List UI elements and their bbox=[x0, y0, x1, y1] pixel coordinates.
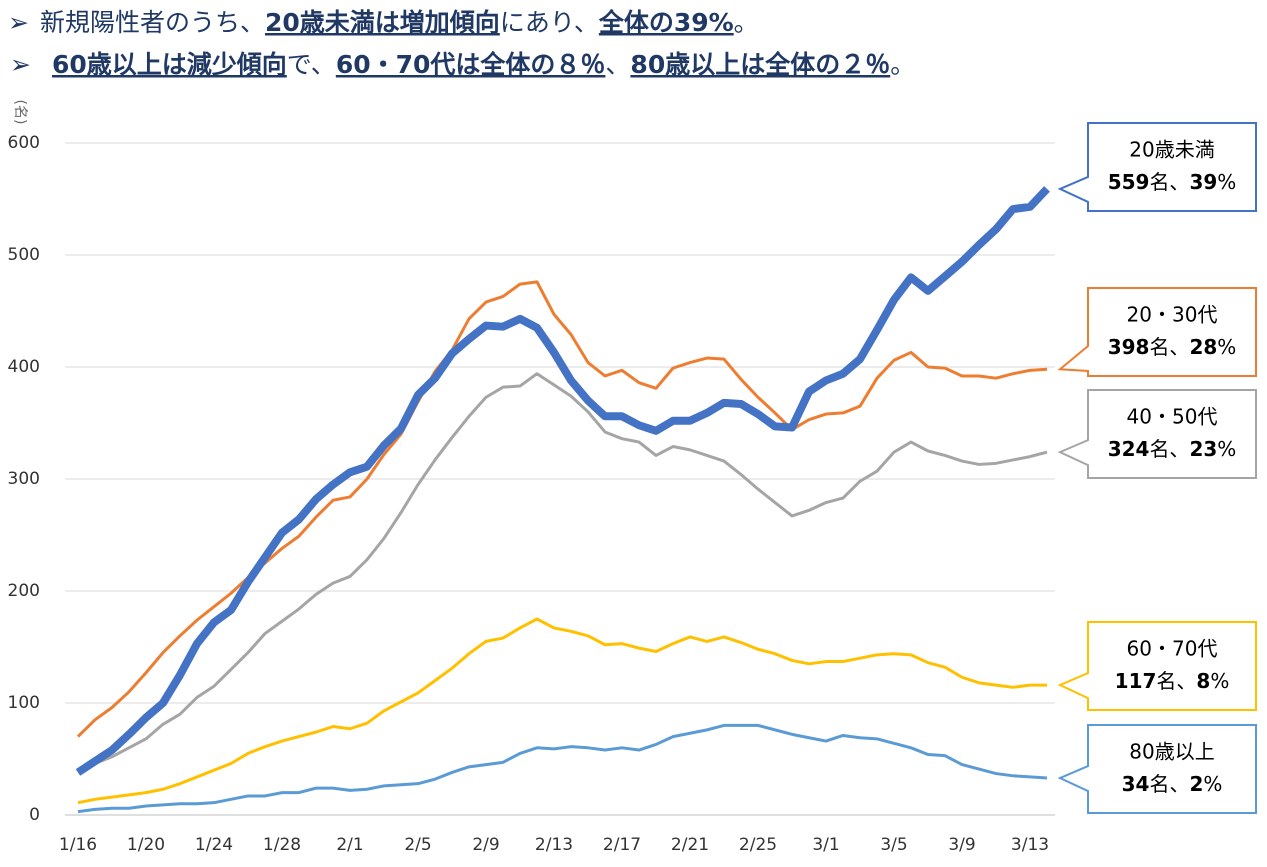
x-tick-label: 2/17 bbox=[603, 835, 641, 855]
callout-box bbox=[1057, 389, 1257, 479]
callout-value: 117名、8% bbox=[1115, 669, 1230, 693]
count: 34 bbox=[1122, 772, 1150, 796]
series-line bbox=[76, 280, 1048, 738]
x-tick-label: 3/13 bbox=[1011, 835, 1049, 855]
share: 39 bbox=[1189, 170, 1217, 194]
headline-segment: 。 bbox=[890, 50, 915, 79]
count-unit: 名、 bbox=[1149, 170, 1189, 194]
headline-segment: 、 bbox=[605, 50, 630, 79]
count: 559 bbox=[1108, 170, 1150, 194]
share: 23 bbox=[1189, 437, 1217, 461]
series-line bbox=[77, 723, 1048, 814]
bullet: ➢ bbox=[10, 50, 31, 79]
y-axis-label: (名) bbox=[12, 100, 28, 125]
count: 324 bbox=[1108, 437, 1150, 461]
legend-label: 20・30代 bbox=[1127, 303, 1218, 327]
x-tick-label: 2/5 bbox=[404, 835, 431, 855]
count: 117 bbox=[1115, 669, 1157, 693]
callout-value: 398名、28% bbox=[1108, 335, 1237, 359]
headline-segment: 20歳未満は増加傾向 bbox=[265, 8, 500, 37]
headline: 60歳以上は減少傾向で、60・70代は全体の８％、80歳以上は全体の２％。 bbox=[52, 50, 915, 79]
legend-label: 80歳以上 bbox=[1129, 740, 1214, 764]
x-tick-label: 2/9 bbox=[472, 835, 499, 855]
share-unit: % bbox=[1210, 669, 1229, 693]
callout-value: 34名、2% bbox=[1122, 772, 1223, 796]
legend-label: 60・70代 bbox=[1127, 637, 1218, 661]
headline: 新規陽性者のうち、20歳未満は増加傾向にあり、全体の39%。 bbox=[40, 8, 759, 37]
count-unit: 名、 bbox=[1149, 335, 1189, 359]
bullet: ➢ bbox=[8, 8, 29, 37]
x-tick-label: 3/1 bbox=[812, 835, 839, 855]
headline-segment: 新規陽性者のうち、 bbox=[40, 8, 265, 37]
callout-box bbox=[1057, 621, 1257, 711]
headline-segment: で、 bbox=[287, 50, 336, 79]
count-unit: 名、 bbox=[1156, 669, 1196, 693]
x-tick-label: 1/28 bbox=[263, 835, 301, 855]
share: 28 bbox=[1189, 335, 1217, 359]
x-tick-label: 1/16 bbox=[59, 835, 97, 855]
callout-box bbox=[1057, 287, 1257, 377]
x-tick-label: 3/5 bbox=[880, 835, 907, 855]
legend-label: 40・50代 bbox=[1127, 405, 1218, 429]
series-line bbox=[77, 617, 1047, 805]
y-tick-label: 200 bbox=[8, 581, 40, 601]
x-tick-label: 2/25 bbox=[739, 835, 777, 855]
headline-segment: にあり、 bbox=[500, 8, 599, 37]
count-unit: 名、 bbox=[1149, 437, 1189, 461]
series-line bbox=[77, 372, 1048, 774]
y-tick-label: 500 bbox=[8, 245, 40, 265]
x-tick-label: 1/20 bbox=[127, 835, 165, 855]
callout-box bbox=[1057, 122, 1257, 212]
headline-segment: 80歳以上は全体の２％ bbox=[630, 50, 890, 79]
y-tick-label: 400 bbox=[8, 357, 40, 377]
x-tick-label: 2/1 bbox=[336, 835, 363, 855]
y-tick-label: 600 bbox=[8, 133, 40, 153]
share: 8 bbox=[1196, 669, 1210, 693]
headline-segment: 60・70代は全体の８％ bbox=[336, 50, 606, 79]
share-unit: % bbox=[1217, 437, 1236, 461]
legend-label: 20歳未満 bbox=[1129, 138, 1214, 162]
headline-segment: 60歳以上は減少傾向 bbox=[52, 50, 287, 79]
count: 398 bbox=[1108, 335, 1150, 359]
callout-value: 559名、39% bbox=[1108, 170, 1237, 194]
headline-segment: 。 bbox=[734, 8, 759, 37]
x-tick-label: 3/9 bbox=[948, 835, 975, 855]
share: 2 bbox=[1189, 772, 1203, 796]
share-unit: % bbox=[1217, 335, 1236, 359]
series-line bbox=[75, 186, 1050, 776]
y-tick-label: 300 bbox=[8, 469, 40, 489]
share-unit: % bbox=[1203, 772, 1222, 796]
x-tick-label: 2/13 bbox=[535, 835, 573, 855]
x-tick-label: 2/21 bbox=[671, 835, 709, 855]
y-tick-label: 100 bbox=[8, 693, 40, 713]
count-unit: 名、 bbox=[1149, 772, 1189, 796]
x-tick-label: 1/24 bbox=[195, 835, 233, 855]
headline-segment: 全体の39% bbox=[598, 8, 734, 37]
callout-value: 324名、23% bbox=[1108, 437, 1237, 461]
y-tick-label: 0 bbox=[29, 805, 40, 825]
share-unit: % bbox=[1217, 170, 1236, 194]
callout-box bbox=[1057, 724, 1257, 814]
